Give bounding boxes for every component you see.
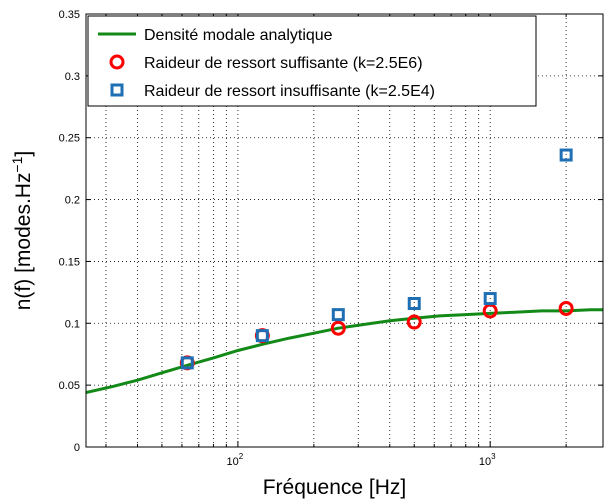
y-tick-label: 0.05: [59, 380, 80, 392]
y-tick-label: 0.25: [59, 133, 80, 145]
y-tick-label: 0.3: [65, 71, 80, 83]
y-tick-label: 0: [74, 442, 80, 454]
y-axis-title-close: ]: [12, 151, 35, 157]
legend-label: Densité modale analytique: [144, 27, 333, 44]
x-tick-label: 102: [227, 452, 244, 468]
x-tick-label: 103: [479, 452, 496, 468]
y-axis-title: n(f) [modes.Hz−1]: [9, 151, 35, 311]
y-tick-label: 0.1: [65, 318, 80, 330]
legend-label: Raideur de ressort insuffisante (k=2.5E4…: [144, 83, 435, 100]
y-tick-label: 0.35: [59, 9, 80, 21]
x-axis-title: Fréquence [Hz]: [263, 476, 407, 499]
legend-label: Raideur de ressort suffisante (k=2.5E6): [144, 55, 423, 72]
y-axis-title-exponent: −1: [9, 156, 25, 172]
y-tick-label: 0.15: [59, 256, 80, 268]
legend: Densité modale analytique Raideur de ress…: [88, 16, 536, 106]
y-axis-title-main: n(f) [modes.Hz: [12, 173, 35, 311]
y-tick-label: 0.2: [65, 195, 80, 207]
